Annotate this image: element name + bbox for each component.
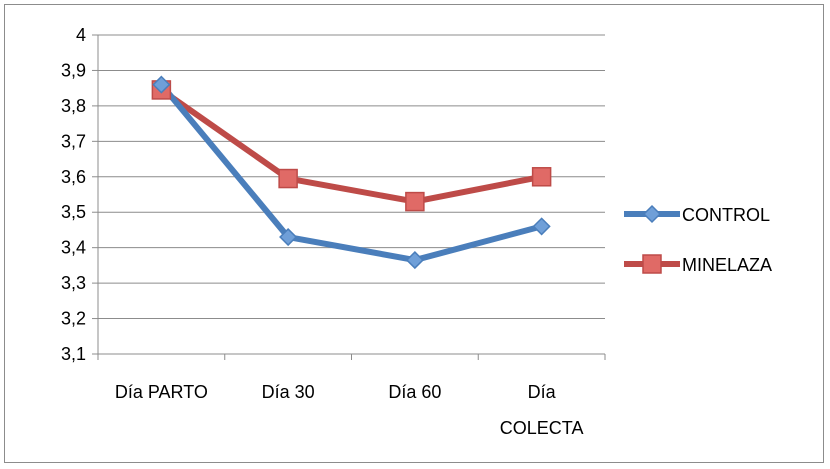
y-tick-label: 3,1 xyxy=(61,344,86,364)
y-tick-label: 3,4 xyxy=(61,238,86,258)
x-tick-label: Día 60 xyxy=(388,382,441,402)
legend-marker-minelaza xyxy=(642,254,662,274)
y-tick-label: 3,6 xyxy=(61,167,86,187)
data-point-control xyxy=(152,75,171,94)
y-tick-label: 3,5 xyxy=(61,202,86,222)
data-point-minelaza xyxy=(405,191,425,212)
legend-marker-control xyxy=(642,204,662,224)
data-point-minelaza xyxy=(531,167,552,187)
chart-area xyxy=(4,4,824,463)
y-tick-label: 3,2 xyxy=(61,309,86,329)
data-point-minelaza xyxy=(278,168,298,189)
y-tick-label: 3,9 xyxy=(61,60,86,80)
legend-label: CONTROL xyxy=(682,205,770,225)
x-tick-label: Día 30 xyxy=(262,382,315,402)
y-tick-label: 3,3 xyxy=(61,273,86,293)
y-tick-label: 3,7 xyxy=(61,131,86,151)
y-tick-label: 3,8 xyxy=(61,96,86,116)
legend-label: MINELAZA xyxy=(682,255,772,275)
data-point-control xyxy=(405,251,424,270)
data-point-control xyxy=(532,217,551,236)
series-line-minelaza xyxy=(158,86,545,205)
x-tick-label: Día PARTO xyxy=(115,382,208,402)
data-point-control xyxy=(279,227,298,247)
x-tick-label: Día COLECTA xyxy=(500,382,584,438)
series-line-control xyxy=(158,81,545,264)
y-tick-label: 4 xyxy=(76,25,86,45)
